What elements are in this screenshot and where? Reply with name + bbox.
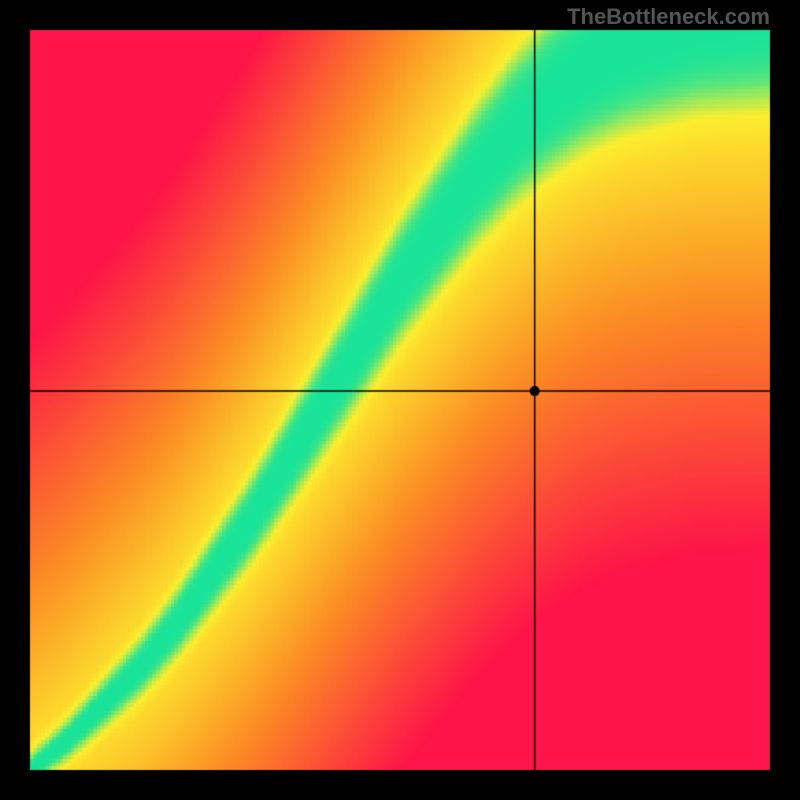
bottleneck-heatmap xyxy=(0,0,800,800)
watermark-text: TheBottleneck.com xyxy=(567,4,770,30)
